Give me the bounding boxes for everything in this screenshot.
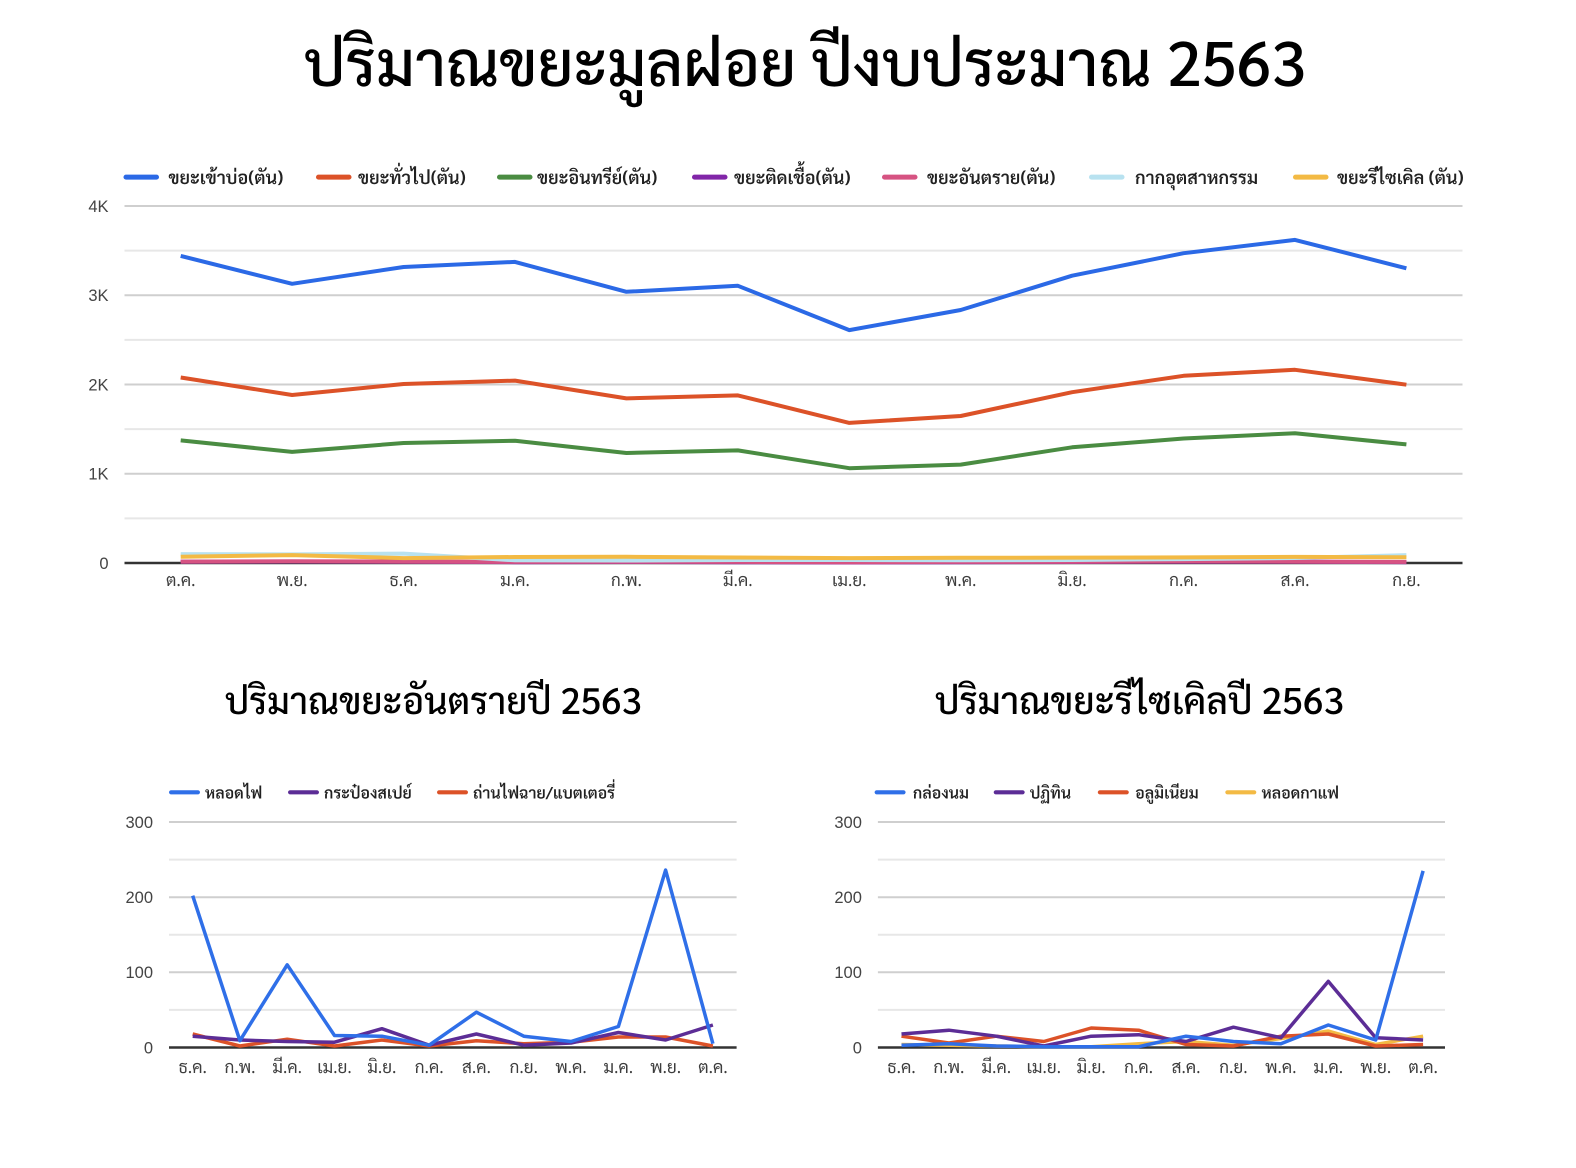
- svg-text:4K: 4K: [88, 198, 108, 216]
- svg-text:300: 300: [834, 814, 862, 832]
- svg-text:100: 100: [834, 964, 862, 982]
- svg-text:200: 200: [125, 889, 153, 907]
- svg-text:300: 300: [125, 814, 153, 832]
- svg-text:3K: 3K: [88, 287, 108, 305]
- svg-text:0: 0: [853, 1039, 862, 1057]
- svg-text:200: 200: [834, 889, 862, 907]
- svg-text:0: 0: [144, 1039, 153, 1057]
- svg-text:2K: 2K: [88, 376, 108, 394]
- svg-text:100: 100: [125, 964, 153, 982]
- svg-text:0: 0: [99, 555, 108, 573]
- svg-text:1K: 1K: [88, 466, 108, 484]
